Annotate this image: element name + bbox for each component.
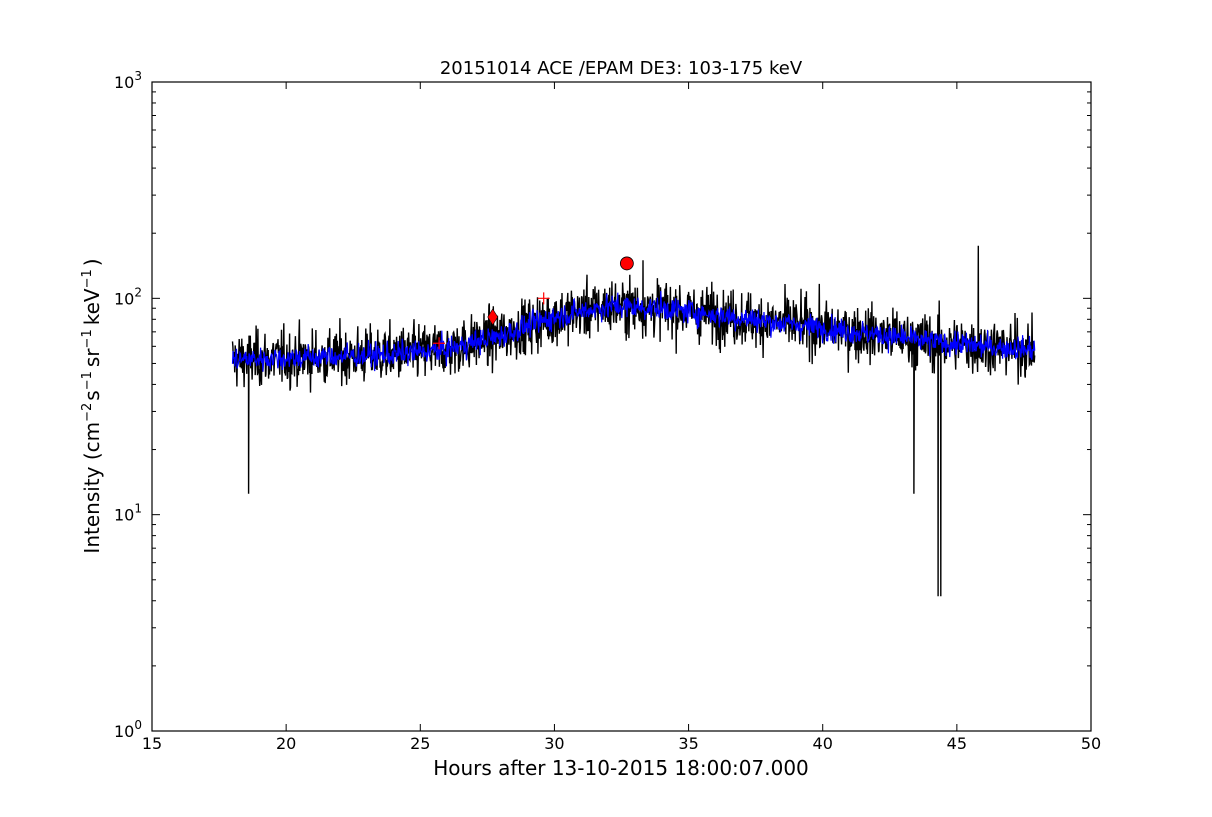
marker-plus [537, 292, 550, 305]
series-line-smoothed [231, 290, 1036, 372]
y-tick-label: 100 [114, 718, 142, 741]
plot-frame [151, 81, 1092, 732]
y-tick-label: 103 [114, 69, 142, 92]
marker-layer [433, 256, 634, 350]
x-tick-label: 45 [947, 734, 967, 753]
tick-layer: 15 20 25 30 35 40 45 50 100 101 102 103 [114, 69, 1101, 753]
data-layer [231, 245, 1036, 597]
marker-plus [433, 337, 446, 350]
y-tick-label: 102 [114, 285, 142, 308]
y-tick-label: 101 [114, 502, 142, 525]
x-axis-label: Hours after 13-10-2015 18:00:07.000 [433, 756, 809, 780]
peak-marker-circle [619, 256, 634, 271]
x-tick-label: 15 [142, 734, 162, 753]
y-axis-label: Intensity (cm−2s−1sr−1keV−1) [80, 258, 104, 553]
x-tick-label: 35 [678, 734, 698, 753]
x-tick-label: 50 [1081, 734, 1101, 753]
x-tick-label: 25 [410, 734, 430, 753]
x-tick-label: 40 [813, 734, 833, 753]
chart-title: 20151014 ACE /EPAM DE3: 103-175 keV [440, 58, 803, 79]
marker-diamond [487, 308, 499, 326]
x-tick-label: 30 [544, 734, 564, 753]
x-tick-label: 20 [276, 734, 296, 753]
